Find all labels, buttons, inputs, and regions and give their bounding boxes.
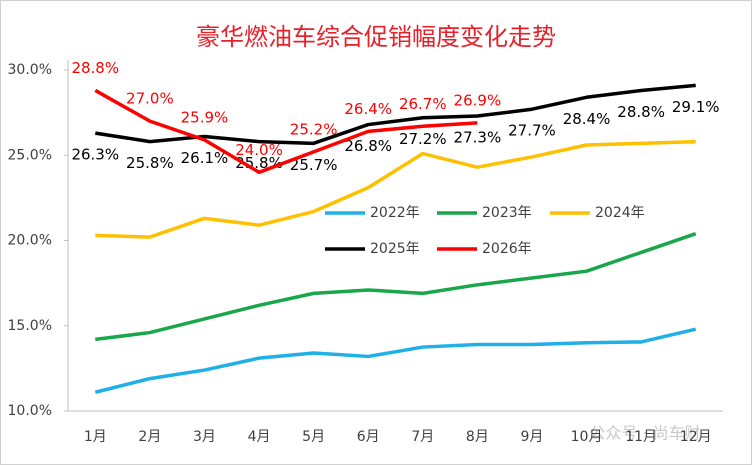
x-tick-label: 2月 xyxy=(138,429,161,445)
series-line xyxy=(95,139,696,239)
data-label: 26.7% xyxy=(399,95,447,113)
x-tick-label: 6月 xyxy=(357,429,380,445)
series-line xyxy=(94,327,697,394)
legend-label: 2025年 xyxy=(370,241,420,257)
legend-label: 2022年 xyxy=(370,205,420,221)
data-label: 28.8% xyxy=(71,59,119,77)
chart-title: 豪华燃油车综合促销幅度变化走势 xyxy=(196,23,556,51)
data-label: 25.2% xyxy=(290,120,338,138)
data-label: 24.0% xyxy=(235,141,283,159)
data-label: 25.9% xyxy=(181,108,229,126)
data-label: 25.7% xyxy=(290,156,338,174)
data-label: 26.1% xyxy=(181,149,229,167)
x-tick-label: 4月 xyxy=(248,429,271,445)
x-tick-label: 11月 xyxy=(625,429,657,445)
legend-label: 2024年 xyxy=(595,205,645,221)
y-tick-label: 20.0% xyxy=(8,233,52,249)
x-tick-label: 5月 xyxy=(302,429,325,445)
x-tick-label: 8月 xyxy=(466,429,489,445)
data-label: 25.8% xyxy=(126,154,174,172)
data-label: 26.9% xyxy=(454,91,502,109)
x-tick-label: 7月 xyxy=(411,429,434,445)
data-label: 28.4% xyxy=(563,110,611,128)
data-label: 28.8% xyxy=(617,103,665,121)
series-line xyxy=(94,88,478,175)
legend-label: 2023年 xyxy=(482,205,532,221)
x-tick-label: 1月 xyxy=(84,429,107,445)
x-tick-label: 3月 xyxy=(193,429,216,445)
data-label: 29.1% xyxy=(672,98,720,116)
data-label: 27.7% xyxy=(508,122,556,140)
x-tick-label: 9月 xyxy=(520,429,543,445)
data-label: 26.8% xyxy=(344,137,392,155)
watermark: 公众号 · 尚车财 xyxy=(589,424,700,443)
series-line xyxy=(95,232,697,342)
x-tick-label: 12月 xyxy=(680,429,712,445)
data-label: 26.4% xyxy=(344,100,392,118)
x-tick-label: 10月 xyxy=(571,429,603,445)
y-tick-label: 30.0% xyxy=(8,62,52,78)
data-label: 27.3% xyxy=(454,129,502,147)
y-tick-label: 15.0% xyxy=(8,318,52,334)
data-label: 27.0% xyxy=(126,90,174,108)
legend-label: 2026年 xyxy=(482,241,532,257)
y-tick-label: 25.0% xyxy=(8,147,52,163)
data-label: 26.3% xyxy=(71,146,119,164)
data-label: 27.2% xyxy=(399,130,447,148)
y-tick-label: 10.0% xyxy=(8,403,52,419)
